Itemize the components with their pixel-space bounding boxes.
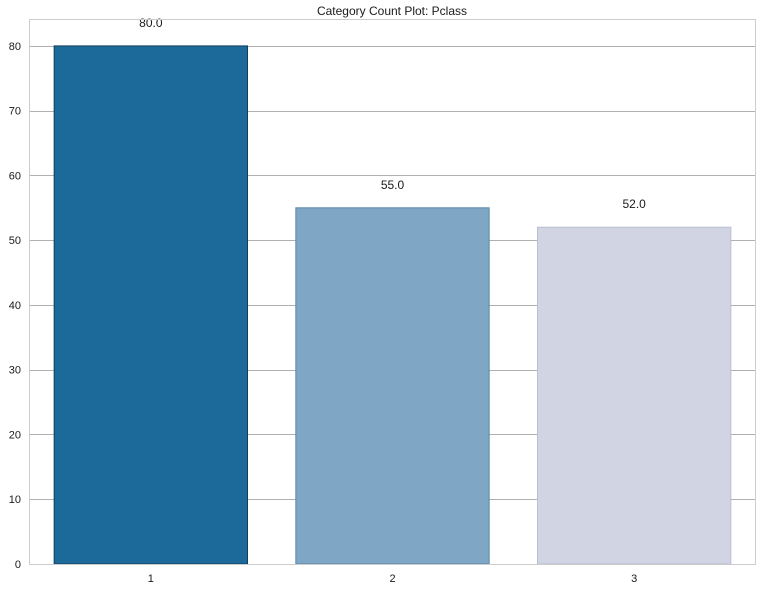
bar-3 <box>537 226 732 565</box>
bar-value-label: 80.0 <box>139 16 163 30</box>
bar-value-label: 55.0 <box>381 178 405 192</box>
chart-title: Category Count Plot: Pclass <box>317 4 467 18</box>
y-tick-label: 10 <box>9 494 21 506</box>
bar-2 <box>295 207 490 565</box>
bar-value-label: 52.0 <box>622 197 646 211</box>
y-tick-label: 0 <box>15 559 21 571</box>
bar-1 <box>53 45 248 565</box>
x-tick-label: 3 <box>631 573 637 585</box>
y-tick-label: 40 <box>9 300 21 312</box>
y-tick-label: 70 <box>9 106 21 118</box>
plot-frame <box>29 19 756 565</box>
y-axis-tick-labels: 0 10 20 30 40 50 60 70 80 <box>9 41 21 571</box>
y-tick-label: 30 <box>9 365 21 377</box>
y-tick-label: 80 <box>9 41 21 53</box>
y-tick-label: 50 <box>9 235 21 247</box>
x-tick-label: 1 <box>148 573 154 585</box>
bars <box>53 45 732 565</box>
x-tick-label: 2 <box>389 573 395 585</box>
y-tick-label: 20 <box>9 429 21 441</box>
y-tick-label: 60 <box>9 170 21 182</box>
x-axis-tick-labels: 1 2 3 <box>148 573 637 585</box>
